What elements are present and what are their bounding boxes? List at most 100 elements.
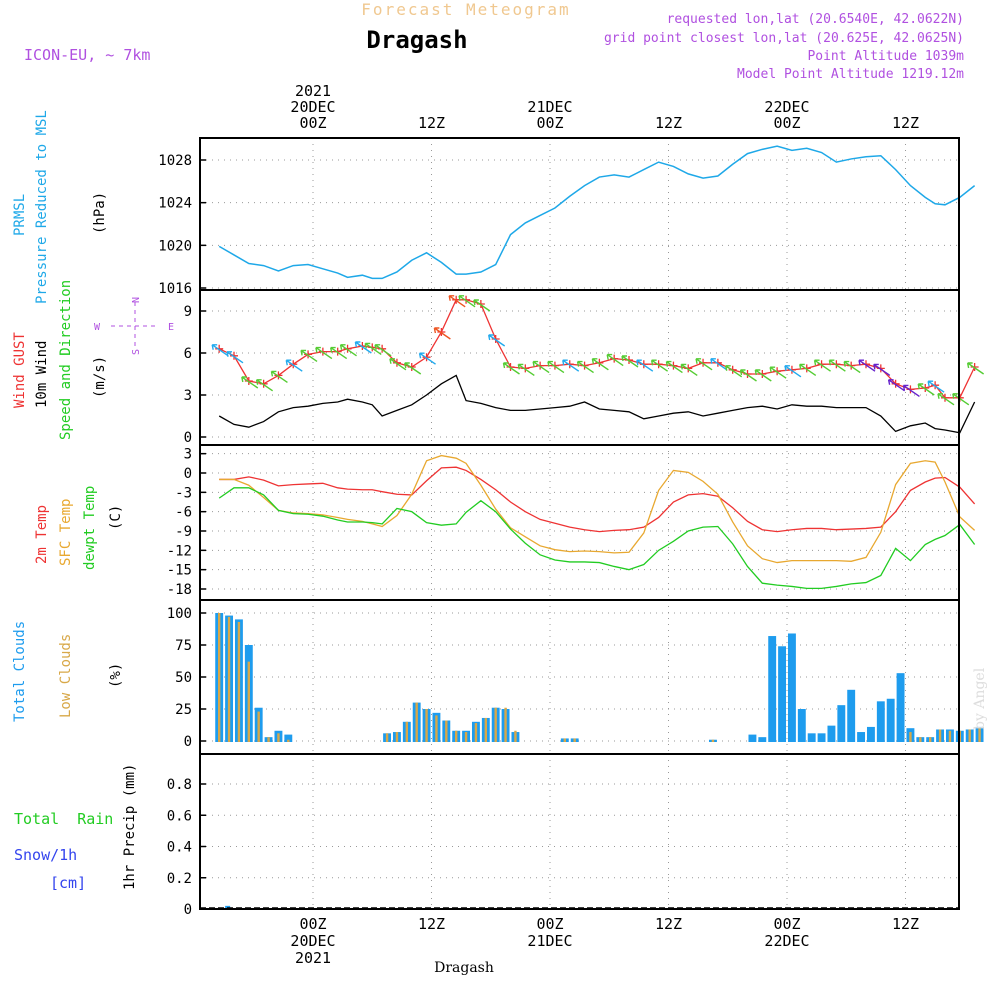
low-cloud-bar	[455, 730, 458, 742]
total-cloud-bar	[876, 701, 885, 742]
time-label-bottom: 21DEC	[527, 932, 572, 950]
wind-tick-label: 9	[184, 304, 192, 320]
total-cloud-bar	[787, 633, 796, 742]
compass-n: N	[131, 297, 142, 303]
wind-direction-arrow	[576, 360, 594, 374]
compass-w: W	[94, 322, 101, 333]
wind-direction-arrow	[488, 334, 506, 347]
wind-direction-arrow	[858, 359, 876, 372]
precipitation-panel-frame	[199, 753, 960, 910]
time-label-bottom: 12Z	[418, 915, 445, 933]
wind-direction-arrow	[927, 380, 945, 393]
precipitation-tick-label: 0.4	[167, 840, 192, 856]
requested-coords: requested lon,lat (20.6540E, 42.0622N)	[667, 12, 964, 27]
snow-label: Snow/1h	[14, 846, 77, 864]
wind-direction-arrow	[769, 366, 787, 379]
precipitation-tick-label: 0.6	[167, 808, 192, 824]
dewpoint-series-line	[218, 487, 976, 590]
model-altitude: Model Point Altitude 1219.12m	[737, 67, 964, 82]
wind-direction-arrow	[725, 365, 743, 378]
low-cloud-bar	[711, 739, 715, 742]
temperature-tick-label: -12	[167, 543, 192, 559]
low-cloud-bar	[445, 720, 448, 742]
total-cloud-bar	[837, 705, 846, 742]
wind-direction-arrow	[562, 359, 580, 372]
wind-direction-arrow	[374, 344, 392, 357]
temperature-tick-label: -15	[167, 563, 192, 579]
wind-direction-arrow	[636, 359, 654, 372]
compass-icon: N S W E	[94, 297, 174, 355]
pressure-tick-label: 1024	[158, 196, 192, 212]
total-cloud-bar	[807, 733, 816, 742]
wind-direction-arrow	[887, 379, 906, 392]
clouds-tick-label: 100	[167, 606, 192, 622]
total-cloud-bar	[817, 733, 826, 742]
wind-direction-arrow	[739, 369, 757, 382]
precip-axis-label: 1hr Precip (mm)	[122, 764, 138, 890]
low-cloud-bar	[563, 738, 566, 742]
time-label-bottom: 00Z	[773, 915, 800, 933]
wind-direction-arrow	[226, 351, 244, 364]
clouds-tick-label: 25	[175, 702, 192, 718]
total-cloud-bar	[284, 734, 293, 742]
clouds-tick-label: 50	[175, 670, 192, 686]
wind-direction-arrow	[710, 358, 728, 371]
time-label-bottom: 2021	[295, 949, 331, 967]
wind-direction-arrow	[255, 379, 274, 392]
total-cloud-bar	[768, 636, 777, 742]
prmsl-label: PRMSL	[12, 194, 28, 236]
wind-direction-arrow	[339, 344, 357, 357]
wind-direction-arrow	[448, 295, 466, 308]
temperature-tick-label: -18	[167, 582, 192, 598]
wind-unit: (m/s)	[92, 356, 108, 398]
low-cloud-bar	[514, 730, 517, 742]
grid-lines	[200, 138, 959, 910]
precipitation-tick-label: 0.8	[167, 777, 192, 793]
low-cloud-bar	[395, 732, 399, 742]
sfc-label: SFC Temp	[58, 499, 74, 566]
total-cloud-label: Total Clouds	[12, 621, 28, 722]
wind-direction-arrow	[784, 365, 802, 378]
clouds-tick-label: 75	[175, 638, 192, 654]
total-cloud-bar	[866, 726, 875, 742]
panel-frames	[199, 137, 960, 910]
low-cloud-bar	[405, 721, 408, 742]
gust-label: Wind GUST	[12, 332, 28, 408]
watermark: by Angel	[972, 667, 988, 730]
wind-direction-arrow	[591, 358, 609, 371]
low-cloud-bar	[968, 729, 971, 742]
wind-direction-arrow	[211, 344, 229, 357]
compass-s: S	[131, 349, 142, 355]
wind-panel-frame	[199, 289, 960, 446]
wind-direction-arrow	[799, 363, 817, 376]
wind-speed-label: Speed and Direction	[58, 280, 74, 440]
wind-direction-arrow	[404, 362, 422, 375]
wind-direction-arrow	[300, 349, 318, 362]
low-cloud-bar	[287, 739, 290, 742]
low-cloud-bar	[484, 717, 487, 742]
compass-e: E	[168, 322, 174, 333]
total-cloud-bar	[847, 689, 856, 742]
wind-tick-label: 3	[184, 388, 192, 404]
total-cloud-bar	[827, 725, 836, 742]
wind-direction-arrow	[389, 358, 407, 371]
cloud-unit: (%)	[108, 663, 124, 688]
pressure-unit: (hPa)	[92, 192, 108, 234]
temp2m-series-line	[219, 466, 976, 533]
low-cloud-bar	[464, 732, 468, 742]
wind-direction-arrow	[952, 393, 970, 406]
wind-direction-arrow	[502, 362, 520, 375]
low-cloud-bar	[267, 737, 270, 742]
total-cloud-bar	[758, 737, 767, 742]
wind-direction-arrow	[330, 346, 348, 360]
time-label-top: 00Z	[773, 114, 800, 132]
low-cloud-bar	[247, 661, 250, 742]
low-cloud-bar	[425, 709, 428, 742]
total-cloud-bar	[778, 646, 787, 742]
low-cloud-bar	[277, 733, 280, 742]
time-label-top: 00Z	[536, 114, 563, 132]
wind-direction-arrow	[547, 360, 565, 374]
wind-direction-arrow	[473, 299, 491, 312]
total-cloud-bar	[886, 698, 895, 742]
